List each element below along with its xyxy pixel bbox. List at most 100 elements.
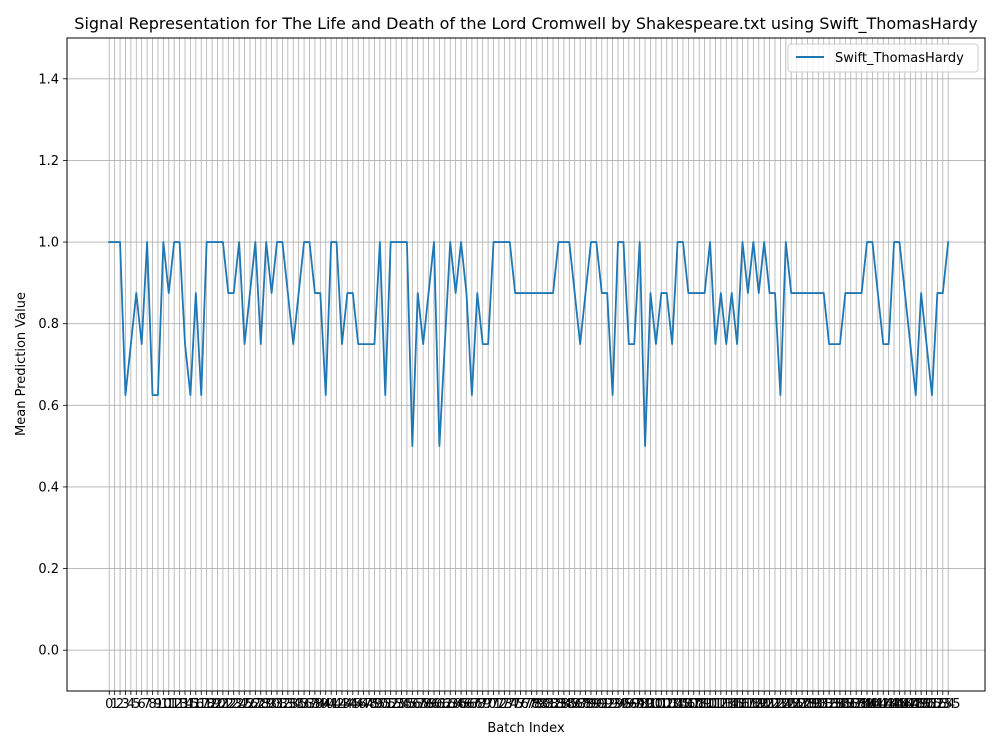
x-tick-label: 16 [188,697,205,712]
x-tick-label: 29 [258,697,275,712]
x-tick-label: 31 [269,697,286,712]
x-tick-label: 64 [447,697,464,712]
x-tick-label: 52 [382,697,399,712]
x-tick-label: 25 [236,697,253,712]
x-tick-label: 83 [550,697,567,712]
x-tick-label: 38 [307,697,324,712]
x-tick-label: 60 [426,697,443,712]
x-tick-label: 144 [876,697,901,712]
x-tick-label: 49 [366,697,383,712]
x-tick-label: 3 [121,697,129,712]
x-tick-label: 147 [892,697,917,712]
x-tick-label: 19 [204,697,221,712]
x-tick-label: 14 [177,697,194,712]
x-tick-label: 145 [882,697,907,712]
x-tick-label: 10 [155,697,172,712]
x-tick-label: 17 [193,697,210,712]
x-tick-label: 110 [692,697,717,712]
x-tick-label: 87 [572,697,589,712]
x-tick-label: 56 [404,697,421,712]
x-tick-label: 20 [209,697,226,712]
x-tick-label: 48 [361,697,378,712]
x-tick-label: 97 [626,697,643,712]
x-tick-label: 46 [350,697,367,712]
x-tick-label: 103 [654,697,679,712]
x-tick-label: 111 [698,697,723,712]
x-tick-label: 127 [784,697,809,712]
x-tick-label: 74 [501,697,518,712]
series-line-swift-thomashardy [108,241,950,448]
x-tick-label: 71 [485,697,502,712]
x-tick-label: 78 [523,697,540,712]
x-tick-label: 153 [925,697,950,712]
x-tick-label: 44 [339,697,356,712]
chart-title: Signal Representation for The Life and D… [74,14,977,34]
x-tick-label: 151 [914,697,939,712]
x-tick-label: 36 [296,697,313,712]
x-tick-label: 138 [844,697,869,712]
x-tick-label: 58 [415,697,432,712]
x-tick-label: 65 [453,697,470,712]
x-tick-label: 106 [671,697,696,712]
x-tick-label: 100 [638,697,663,712]
x-tick-label: 95 [615,697,632,712]
x-tick-label: 141 [860,697,885,712]
y-tick-label: 0.0 [38,644,59,659]
x-tick-label: 132 [811,697,836,712]
x-tick-label: 0 [105,697,113,712]
x-tick-label: 98 [631,697,648,712]
x-tick-label: 150 [909,697,934,712]
x-tick-label: 22 [220,697,237,712]
x-tick-label: 1 [110,697,118,712]
x-tick-label: 54 [393,697,410,712]
x-tick-label: 39 [312,697,329,712]
x-tick-label: 28 [253,697,270,712]
x-tick-label: 13 [171,697,188,712]
x-tick-label: 121 [752,697,777,712]
x-tick-label: 70 [480,697,497,712]
x-tick-label: 67 [464,697,481,712]
x-tick-label: 51 [377,697,394,712]
x-tick-label: 80 [534,697,551,712]
x-tick-label: 18 [198,697,215,712]
x-tick-label: 23 [225,697,242,712]
x-tick-label: 7 [143,697,151,712]
x-tick-label: 45 [345,697,362,712]
x-tick-label: 53 [388,697,405,712]
x-tick-label: 27 [247,697,264,712]
x-tick-label: 148 [898,697,923,712]
x-tick-label: 119 [741,697,766,712]
x-axis-ticks: 0123456789101112131415161718192021222324… [105,691,961,712]
y-tick-label: 1.4 [38,72,59,87]
x-tick-label: 135 [828,697,853,712]
x-tick-label: 76 [512,697,529,712]
x-tick-label: 113 [708,697,733,712]
x-tick-label: 2 [116,697,124,712]
x-tick-label: 107 [676,697,701,712]
x-tick-label: 63 [442,697,459,712]
x-tick-label: 104 [660,697,685,712]
x-tick-label: 126 [779,697,804,712]
x-tick-label: 124 [768,697,793,712]
x-tick-label: 21 [215,697,232,712]
legend-box [787,43,979,73]
x-tick-label: 32 [274,697,291,712]
x-tick-label: 41 [323,697,340,712]
x-tick-label: 108 [681,697,706,712]
x-tick-label: 88 [577,697,594,712]
x-tick-label: 47 [355,697,372,712]
x-tick-label: 128 [790,697,815,712]
x-tick-label: 90 [588,697,605,712]
x-tick-label: 4 [127,697,135,712]
y-axis-title: Mean Prediction Value [14,292,29,436]
series-layer [108,241,950,448]
x-tick-label: 85 [561,697,578,712]
x-tick-label: 8 [148,697,156,712]
x-tick-label: 131 [806,697,831,712]
x-tick-label: 116 [725,697,750,712]
x-tick-label: 24 [231,697,248,712]
x-tick-label: 91 [594,697,611,712]
x-tick-label: 140 [855,697,880,712]
